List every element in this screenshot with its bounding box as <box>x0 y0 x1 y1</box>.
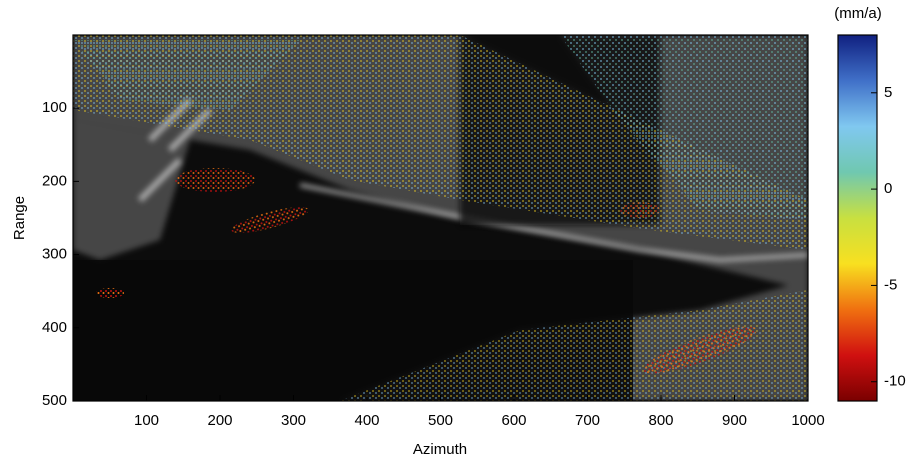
y-tick-label: 100 <box>42 99 67 116</box>
colorbar-tick-label: -5 <box>884 276 897 293</box>
y-axis-label: Range <box>11 196 28 240</box>
y-tick-label: 200 <box>42 172 67 189</box>
chart: (mm/a) Azimuth Range 100 200 300 400 500 600 7… <box>0 0 916 464</box>
colorbar-tick-label: 5 <box>884 84 892 101</box>
colorbar-tick-label: -10 <box>884 373 906 390</box>
x-tick-label: 900 <box>722 412 747 429</box>
colorbar <box>838 35 877 401</box>
y-tick-label: 300 <box>42 246 67 263</box>
y-tick-label: 400 <box>42 319 67 336</box>
y-tick-label: 500 <box>42 392 67 409</box>
sar-image <box>73 35 808 401</box>
x-tick-label: 800 <box>648 412 673 429</box>
colorbar-tick-label: 0 <box>884 180 892 197</box>
colorbar-label: (mm/a) <box>834 5 882 22</box>
x-tick-label: 500 <box>428 412 453 429</box>
x-tick-label: 1000 <box>791 412 824 429</box>
x-tick-label: 300 <box>281 412 306 429</box>
x-tick-label: 600 <box>501 412 526 429</box>
x-tick-label: 700 <box>575 412 600 429</box>
x-tick-label: 200 <box>207 412 232 429</box>
x-tick-label: 100 <box>134 412 159 429</box>
x-tick-label: 400 <box>354 412 379 429</box>
x-axis-label: Azimuth <box>413 441 467 458</box>
